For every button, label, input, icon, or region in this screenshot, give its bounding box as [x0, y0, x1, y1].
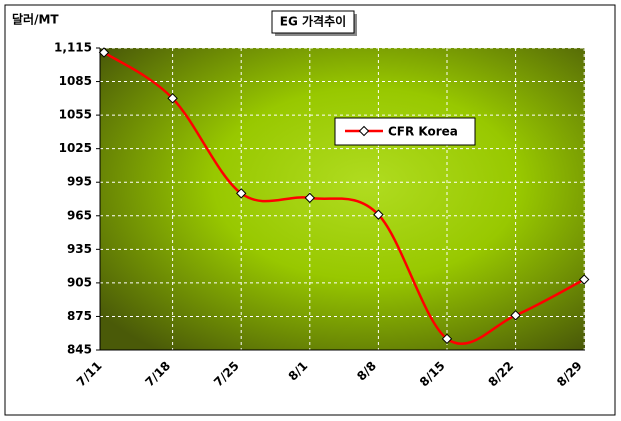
point-marker [578, 274, 590, 285]
chart-title: EG 가격추이 [280, 14, 346, 29]
point-marker [304, 192, 316, 204]
point-marker [98, 47, 110, 58]
series-line [103, 51, 585, 346]
point-marker [441, 333, 453, 345]
point-marker [373, 209, 384, 220]
y-tick-label: 1085 [59, 74, 92, 88]
y-tick-label: 995 [67, 175, 92, 189]
y-tick-label: 1,115 [54, 41, 92, 55]
legend-label: CFR Korea [388, 125, 458, 139]
y-tick-label: 965 [67, 208, 92, 222]
y-tick-label: 1055 [59, 108, 92, 122]
y-tick-label: 875 [67, 309, 92, 323]
y-tick-label: 1025 [59, 141, 92, 155]
point-marker [235, 188, 247, 199]
y-tick-label: 935 [67, 242, 92, 256]
y-axis-label: 달러/MT [12, 12, 59, 27]
y-tick-label: 905 [67, 275, 92, 289]
y-tick-label: 845 [67, 343, 92, 357]
title-box [271, 10, 355, 34]
point-marker [510, 310, 521, 321]
legend-marker [358, 125, 370, 137]
point-marker [167, 93, 178, 104]
